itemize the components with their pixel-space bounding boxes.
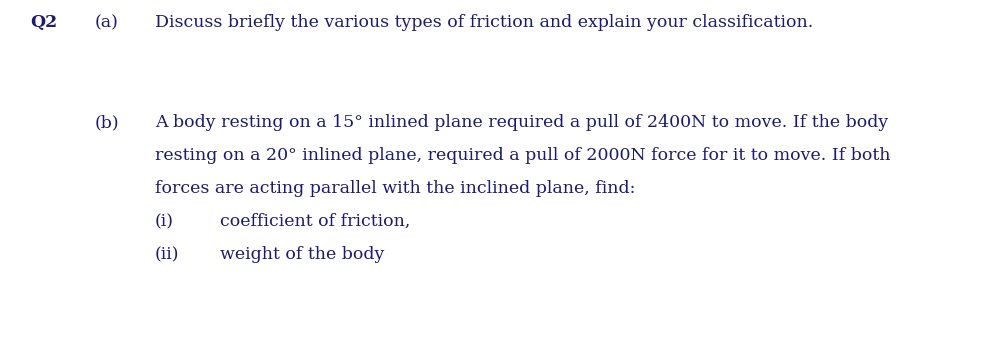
Text: (b): (b)	[95, 114, 120, 131]
Text: forces are acting parallel with the inclined plane, find:: forces are acting parallel with the incl…	[155, 180, 636, 197]
Text: (ii): (ii)	[155, 246, 180, 263]
Text: (i): (i)	[155, 213, 174, 230]
Text: coefficient of friction,: coefficient of friction,	[220, 213, 410, 230]
Text: Q2: Q2	[30, 14, 57, 31]
Text: weight of the body: weight of the body	[220, 246, 385, 263]
Text: A body resting on a 15° inlined plane required a pull of 2400N to move. If the b: A body resting on a 15° inlined plane re…	[155, 114, 888, 131]
Text: (a): (a)	[95, 14, 119, 31]
Text: resting on a 20° inlined plane, required a pull of 2000N force for it to move. I: resting on a 20° inlined plane, required…	[155, 147, 891, 164]
Text: Discuss briefly the various types of friction and explain your classification.: Discuss briefly the various types of fri…	[155, 14, 813, 31]
